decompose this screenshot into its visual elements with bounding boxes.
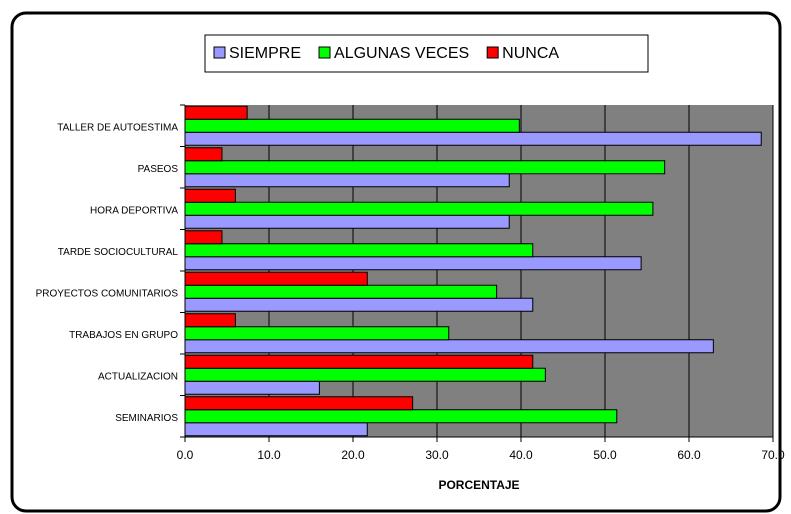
- y-tick-label: TRABAJOS EN GRUPO: [69, 330, 178, 341]
- bar: [184, 118, 520, 133]
- y-tick-label: PROYECTOS COMUNITARIOS: [36, 288, 179, 299]
- bar: [184, 367, 546, 382]
- bar: [184, 339, 714, 354]
- bar: [184, 326, 450, 341]
- x-tick-label: 30.0: [425, 448, 449, 462]
- bar: [184, 284, 498, 299]
- bar: [184, 354, 534, 369]
- bar: [184, 271, 368, 286]
- x-tick-label: 70.0: [761, 448, 785, 462]
- bar: [184, 201, 654, 216]
- legend-label: SIEMPRE: [229, 45, 301, 62]
- y-tick-label: TARDE SOCIOCULTURAL: [58, 247, 179, 258]
- bar: [184, 396, 414, 411]
- bar: [184, 422, 368, 437]
- bar: [184, 147, 223, 162]
- bar: [184, 131, 762, 146]
- legend-box: [204, 34, 649, 73]
- bar: [184, 160, 666, 175]
- bar: [184, 409, 618, 424]
- bar: [184, 188, 236, 203]
- legend-swatch: [486, 46, 499, 59]
- y-tick-label: HORA DEPORTIVA: [90, 205, 178, 216]
- bar: [184, 105, 248, 120]
- x-tick-label: 60.0: [677, 448, 701, 462]
- bar: [184, 256, 642, 271]
- bar: [184, 243, 534, 258]
- x-tick-label: 40.0: [509, 448, 533, 462]
- y-tick-label: SEMINARIOS: [115, 413, 178, 424]
- x-tick-label: 0.0: [177, 448, 194, 462]
- legend-label: NUNCA: [502, 45, 559, 62]
- bar: [184, 313, 236, 328]
- legend-swatch: [213, 46, 226, 59]
- x-tick-label: 50.0: [593, 448, 617, 462]
- x-tick-label: 20.0: [341, 448, 365, 462]
- y-tick-label: ACTUALIZACION: [98, 371, 178, 382]
- legend-swatch: [318, 46, 331, 59]
- bar: [184, 173, 510, 188]
- bar: [184, 214, 510, 229]
- x-axis-label: PORCENTAJE: [438, 478, 519, 492]
- bar: [184, 297, 534, 312]
- y-tick-label: PASEOS: [138, 164, 179, 175]
- legend-label: ALGUNAS VECES: [334, 45, 469, 62]
- x-tick-label: 10.0: [257, 448, 281, 462]
- bar: [184, 230, 223, 245]
- bar: [184, 380, 320, 395]
- y-tick-label: TALLER DE AUTOESTIMA: [57, 122, 178, 133]
